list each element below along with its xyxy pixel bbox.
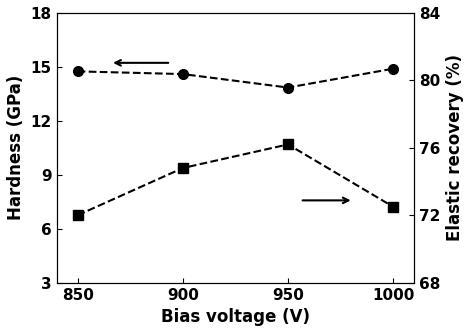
- Y-axis label: Hardness (GPa): Hardness (GPa): [7, 75, 25, 220]
- X-axis label: Bias voltage (V): Bias voltage (V): [161, 308, 310, 326]
- Y-axis label: Elastic recovery (%): Elastic recovery (%): [446, 54, 464, 241]
